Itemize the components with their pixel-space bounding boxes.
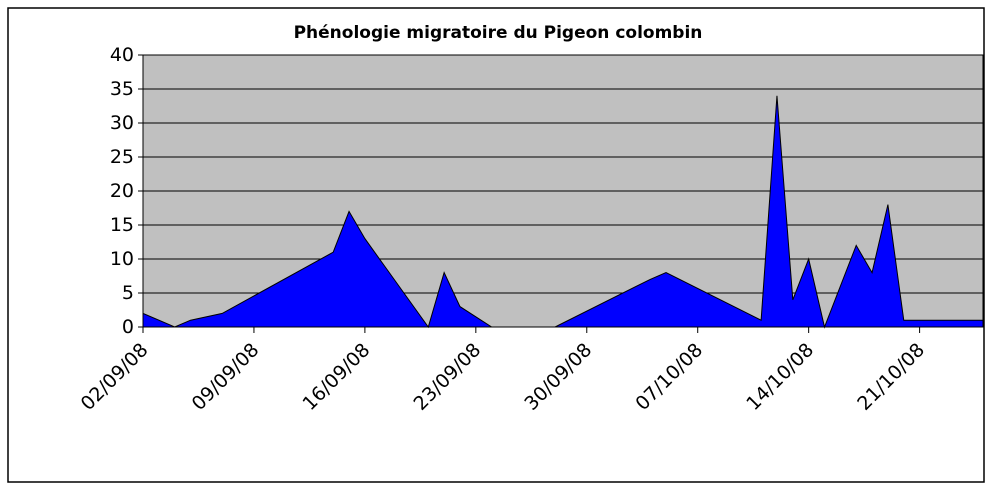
y-tick-label: 0	[122, 316, 134, 338]
area	[142, 95, 984, 329]
y-tick-label: 30	[110, 112, 134, 134]
y-tick-label: 10	[110, 248, 134, 270]
y-tick-label: 20	[110, 180, 134, 202]
y-tick-label: 25	[110, 146, 134, 168]
y-tick-label: 5	[122, 282, 134, 304]
chart-title: Phénologie migratoire du Pigeon colombin	[294, 23, 703, 43]
y-tick-label: 15	[110, 214, 134, 236]
y-tick-label: 35	[110, 78, 134, 100]
y-tick-label: 40	[110, 44, 134, 66]
